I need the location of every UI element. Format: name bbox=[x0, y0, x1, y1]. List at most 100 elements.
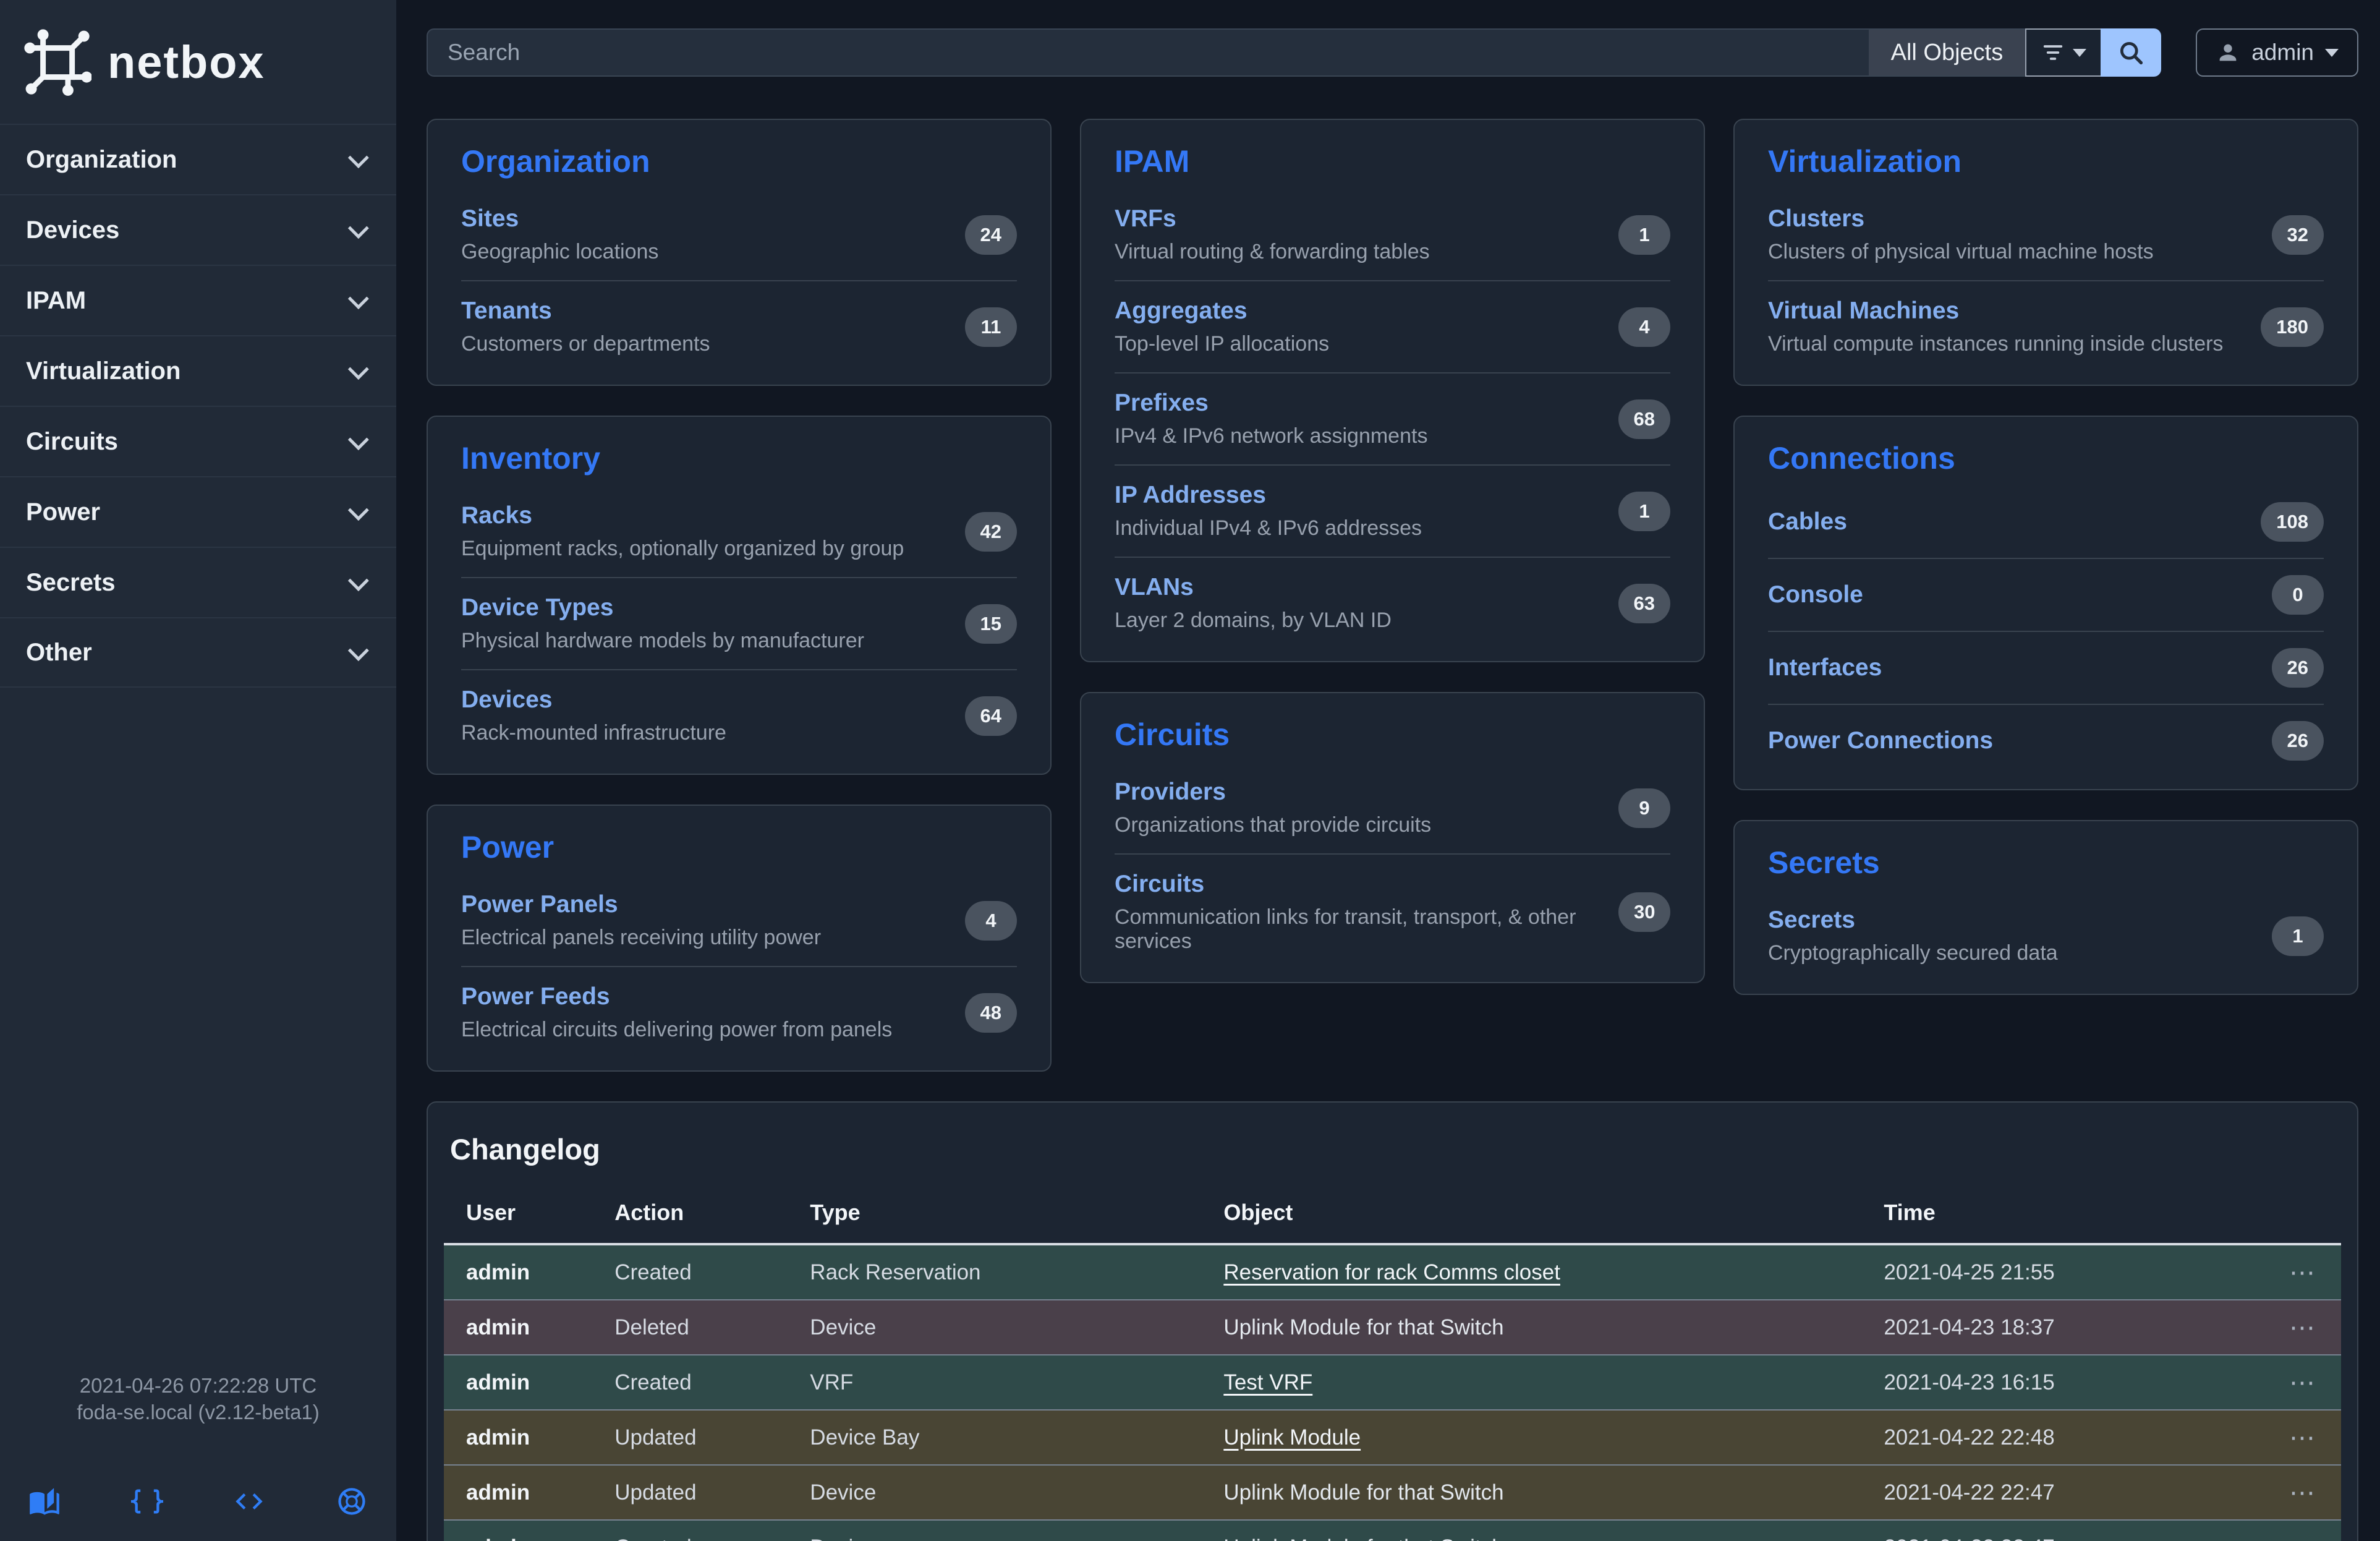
item-link[interactable]: Device Types bbox=[461, 594, 614, 621]
row-actions-button[interactable]: ⋯ bbox=[2289, 1423, 2315, 1452]
count-badge[interactable]: 1 bbox=[1618, 215, 1670, 255]
count-badge[interactable]: 24 bbox=[964, 215, 1017, 255]
help-lifebuoy-icon[interactable] bbox=[336, 1485, 368, 1518]
count-badge[interactable]: 4 bbox=[1618, 307, 1670, 347]
sidebar-item-other[interactable]: Other bbox=[0, 617, 396, 688]
item-link[interactable]: VRFs bbox=[1115, 205, 1176, 232]
row-time: 2021-04-22 22:48 bbox=[1884, 1425, 2055, 1449]
sidebar-item-circuits[interactable]: Circuits bbox=[0, 406, 396, 476]
item-link[interactable]: Power Connections bbox=[1768, 727, 1994, 754]
card-item-power-feeds[interactable]: Power Feeds Electrical circuits deliveri… bbox=[461, 966, 1017, 1058]
user-menu-button[interactable]: admin bbox=[2196, 28, 2358, 77]
card-item-providers[interactable]: Providers Organizations that provide cir… bbox=[1115, 762, 1670, 853]
search-button[interactable] bbox=[2101, 28, 2162, 77]
row-actions-button[interactable]: ⋯ bbox=[2289, 1258, 2315, 1287]
item-link[interactable]: Secrets bbox=[1768, 907, 1855, 933]
card-item-tenants[interactable]: Tenants Customers or departments 11 bbox=[461, 280, 1017, 372]
sidebar-item-secrets[interactable]: Secrets bbox=[0, 547, 396, 617]
count-badge[interactable]: 1 bbox=[2272, 916, 2324, 956]
api-json-icon[interactable] bbox=[130, 1485, 163, 1518]
footer-host: foda-se.local (v2.12-beta1) bbox=[77, 1401, 320, 1424]
table-row: admin Updated Device Bay Uplink Module 2… bbox=[444, 1410, 2341, 1465]
item-link[interactable]: Power Feeds bbox=[461, 983, 610, 1010]
card-item-vrfs[interactable]: VRFs Virtual routing & forwarding tables… bbox=[1115, 189, 1670, 280]
item-link[interactable]: IP Addresses bbox=[1115, 482, 1266, 508]
row-object-link[interactable]: Test VRF bbox=[1223, 1370, 1313, 1394]
row-object: Uplink Module for that Switch bbox=[1223, 1315, 1504, 1339]
count-badge[interactable]: 4 bbox=[965, 900, 1017, 941]
count-badge[interactable]: 9 bbox=[1618, 788, 1670, 828]
card-item-vlans[interactable]: VLANs Layer 2 domains, by VLAN ID 63 bbox=[1115, 557, 1670, 649]
row-user: admin bbox=[466, 1370, 530, 1394]
count-badge[interactable]: 48 bbox=[964, 992, 1017, 1033]
card-item-clusters[interactable]: Clusters Clusters of physical virtual ma… bbox=[1768, 189, 2324, 280]
card-title: Connections bbox=[1768, 441, 1955, 476]
card-item-ip-addresses[interactable]: IP Addresses Individual IPv4 & IPv6 addr… bbox=[1115, 464, 1670, 557]
row-actions-button[interactable]: ⋯ bbox=[2289, 1478, 2315, 1507]
card-title: Circuits bbox=[1115, 717, 1230, 752]
count-badge[interactable]: 26 bbox=[2271, 721, 2324, 761]
item-link[interactable]: Clusters bbox=[1768, 205, 1865, 232]
card-item-device-types[interactable]: Device Types Physical hardware models by… bbox=[461, 577, 1017, 669]
row-actions-button[interactable]: ⋯ bbox=[2254, 1520, 2341, 1541]
card-item-circuits[interactable]: Circuits Communication links for transit… bbox=[1115, 853, 1670, 970]
item-link[interactable]: Interfaces bbox=[1768, 654, 1882, 681]
count-badge[interactable]: 64 bbox=[964, 696, 1017, 736]
card-item-cables[interactable]: Cables 108 bbox=[1768, 486, 2324, 558]
item-link[interactable]: Power Panels bbox=[461, 891, 618, 918]
count-badge[interactable]: 32 bbox=[2271, 215, 2324, 255]
count-badge[interactable]: 30 bbox=[1618, 892, 1670, 932]
user-label: admin bbox=[2251, 40, 2314, 65]
item-link[interactable]: VLANs bbox=[1115, 574, 1194, 600]
card-item-power-panels[interactable]: Power Panels Electrical panels receiving… bbox=[461, 875, 1017, 966]
item-link[interactable]: Providers bbox=[1115, 779, 1226, 805]
item-link[interactable]: Circuits bbox=[1115, 871, 1205, 897]
count-badge[interactable]: 26 bbox=[2271, 648, 2324, 688]
sidebar-item-organization[interactable]: Organization bbox=[0, 124, 396, 194]
search-input[interactable] bbox=[427, 28, 1869, 77]
item-link[interactable]: Aggregates bbox=[1115, 297, 1247, 324]
count-badge[interactable]: 108 bbox=[2261, 502, 2324, 542]
item-link[interactable]: Prefixes bbox=[1115, 390, 1209, 416]
item-link[interactable]: Virtual Machines bbox=[1768, 297, 1960, 324]
sidebar-item-virtualization[interactable]: Virtualization bbox=[0, 335, 396, 406]
card-secrets: Secrets Secrets Cryptographically secure… bbox=[1733, 820, 2358, 995]
docs-book-icon[interactable] bbox=[28, 1485, 61, 1518]
count-badge[interactable]: 15 bbox=[964, 604, 1017, 644]
card-item-secrets[interactable]: Secrets Cryptographically secured data 1 bbox=[1768, 890, 2324, 981]
search-filter-dropdown-button[interactable] bbox=[2025, 28, 2101, 77]
source-code-icon[interactable] bbox=[233, 1485, 265, 1518]
card-item-virtual-machines[interactable]: Virtual Machines Virtual compute instanc… bbox=[1768, 280, 2324, 372]
count-badge[interactable]: 180 bbox=[2261, 307, 2324, 347]
item-link[interactable]: Tenants bbox=[461, 297, 552, 324]
row-object-link[interactable]: Uplink Module bbox=[1223, 1425, 1361, 1449]
item-link[interactable]: Racks bbox=[461, 502, 532, 529]
card-ipam: IPAM VRFs Virtual routing & forwarding t… bbox=[1080, 119, 1705, 662]
count-badge[interactable]: 0 bbox=[2272, 575, 2324, 615]
sidebar-item-devices[interactable]: Devices bbox=[0, 194, 396, 265]
count-badge[interactable]: 63 bbox=[1618, 583, 1670, 623]
sidebar-item-power[interactable]: Power bbox=[0, 476, 396, 547]
card-item-devices[interactable]: Devices Rack-mounted infrastructure 64 bbox=[461, 669, 1017, 761]
row-actions-button[interactable]: ⋯ bbox=[2289, 1368, 2315, 1397]
item-link[interactable]: Console bbox=[1768, 581, 1863, 608]
item-link[interactable]: Devices bbox=[461, 686, 553, 713]
count-badge[interactable]: 42 bbox=[964, 511, 1017, 552]
count-badge[interactable]: 1 bbox=[1618, 491, 1670, 531]
netbox-logo[interactable]: netbox bbox=[0, 0, 396, 124]
card-item-power-connections[interactable]: Power Connections 26 bbox=[1768, 704, 2324, 777]
card-item-console[interactable]: Console 0 bbox=[1768, 558, 2324, 631]
row-object-link[interactable]: Reservation for rack Comms closet bbox=[1223, 1260, 1560, 1284]
count-badge[interactable]: 11 bbox=[965, 307, 1017, 347]
card-item-interfaces[interactable]: Interfaces 26 bbox=[1768, 631, 2324, 704]
card-item-sites[interactable]: Sites Geographic locations 24 bbox=[461, 189, 1017, 280]
topbar: All Objects admin bbox=[427, 28, 2358, 77]
card-item-racks[interactable]: Racks Equipment racks, optionally organi… bbox=[461, 486, 1017, 577]
sidebar-item-ipam[interactable]: IPAM bbox=[0, 265, 396, 335]
card-item-aggregates[interactable]: Aggregates Top-level IP allocations 4 bbox=[1115, 280, 1670, 372]
item-link[interactable]: Cables bbox=[1768, 508, 1847, 535]
count-badge[interactable]: 68 bbox=[1618, 399, 1670, 439]
card-item-prefixes[interactable]: Prefixes IPv4 & IPv6 network assignments… bbox=[1115, 372, 1670, 464]
row-actions-button[interactable]: ⋯ bbox=[2289, 1313, 2315, 1342]
item-link[interactable]: Sites bbox=[461, 205, 519, 232]
